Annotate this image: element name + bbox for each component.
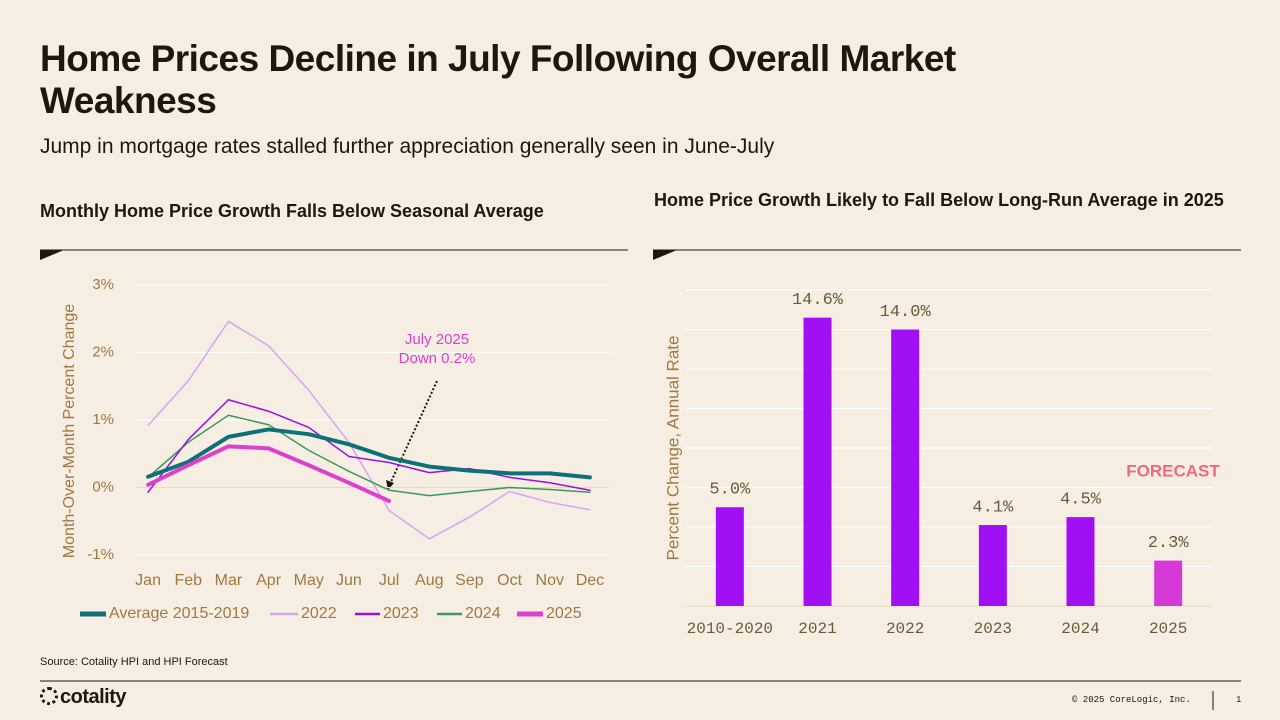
x-tick-label: Sep xyxy=(455,572,484,589)
x-tick-label: Nov xyxy=(536,572,564,589)
legend-label: 2022 xyxy=(301,605,337,622)
bar xyxy=(978,525,1007,606)
y-axis-label: Percent Change, Annual Rate xyxy=(663,336,682,561)
x-tick-label: 2025 xyxy=(1149,620,1187,638)
value-label: 14.6% xyxy=(792,291,844,310)
x-tick-label: 2021 xyxy=(798,620,836,638)
series-line xyxy=(147,320,591,540)
x-tick-label: 2023 xyxy=(974,620,1012,638)
series-line xyxy=(147,414,591,497)
legend-label: 2025 xyxy=(546,605,582,622)
series-line xyxy=(146,427,592,480)
x-tick-label: Jul xyxy=(379,572,399,589)
value-label: 4.5% xyxy=(1060,491,1102,510)
x-tick-label: Aug xyxy=(415,572,443,589)
annotation: July 2025 xyxy=(405,331,469,348)
forecast-label: FORECAST xyxy=(1126,461,1220,480)
divider-mark xyxy=(653,250,677,260)
legend-label: 2024 xyxy=(465,605,501,622)
y-tick-label: -1% xyxy=(87,546,114,563)
logo-text: cotality xyxy=(60,686,127,708)
value-label: 14.0% xyxy=(880,303,932,322)
x-tick-label: 2022 xyxy=(886,620,924,638)
x-tick-label: Jan xyxy=(135,572,161,589)
legend-label: Average 2015-2019 xyxy=(109,605,249,622)
chart-title: Monthly Home Price Growth Falls Below Se… xyxy=(40,201,544,221)
y-tick-label: 2% xyxy=(92,343,114,360)
source: Source: Cotality HPI and HPI Forecast xyxy=(40,656,228,668)
series-line xyxy=(146,444,392,503)
x-tick-label: Dec xyxy=(576,572,604,589)
x-tick-label: Feb xyxy=(174,572,202,589)
x-tick-label: Jun xyxy=(336,572,362,589)
x-tick-label: Oct xyxy=(497,572,522,589)
y-tick-label: 1% xyxy=(92,411,114,428)
bar xyxy=(803,317,832,606)
y-tick-label: 0% xyxy=(92,478,114,495)
bar xyxy=(891,329,920,606)
value-label: 4.1% xyxy=(972,499,1014,518)
annotation: Down 0.2% xyxy=(399,350,476,367)
chart-title: Home Price Growth Likely to Fall Below L… xyxy=(654,190,1224,210)
annotation-arrow xyxy=(389,380,438,485)
page-number: 1 xyxy=(1236,695,1242,705)
divider-mark xyxy=(40,250,64,260)
x-tick-label: Mar xyxy=(215,572,243,589)
x-tick-label: 2024 xyxy=(1061,620,1099,638)
x-tick-label: Apr xyxy=(256,572,282,589)
title: Home Prices Decline in July Following Ov… xyxy=(40,38,956,121)
x-tick-label: May xyxy=(294,572,324,589)
logo-icon xyxy=(40,687,58,705)
legend-label: 2023 xyxy=(383,605,419,622)
logo: cotality xyxy=(40,686,127,709)
bar xyxy=(715,507,744,606)
y-axis-label: Month-Over-Month Percent Change xyxy=(61,304,78,558)
bar xyxy=(1154,560,1183,606)
value-label: 5.0% xyxy=(709,481,751,500)
copyright: © 2025 CoreLogic, Inc. xyxy=(1072,695,1191,705)
series-line xyxy=(147,399,591,493)
x-tick-label: 2010-2020 xyxy=(687,620,773,638)
subtitle: Jump in mortgage rates stalled further a… xyxy=(40,135,775,158)
bar xyxy=(1066,517,1095,606)
y-tick-label: 3% xyxy=(92,276,114,293)
value-label: 2.3% xyxy=(1148,534,1190,553)
